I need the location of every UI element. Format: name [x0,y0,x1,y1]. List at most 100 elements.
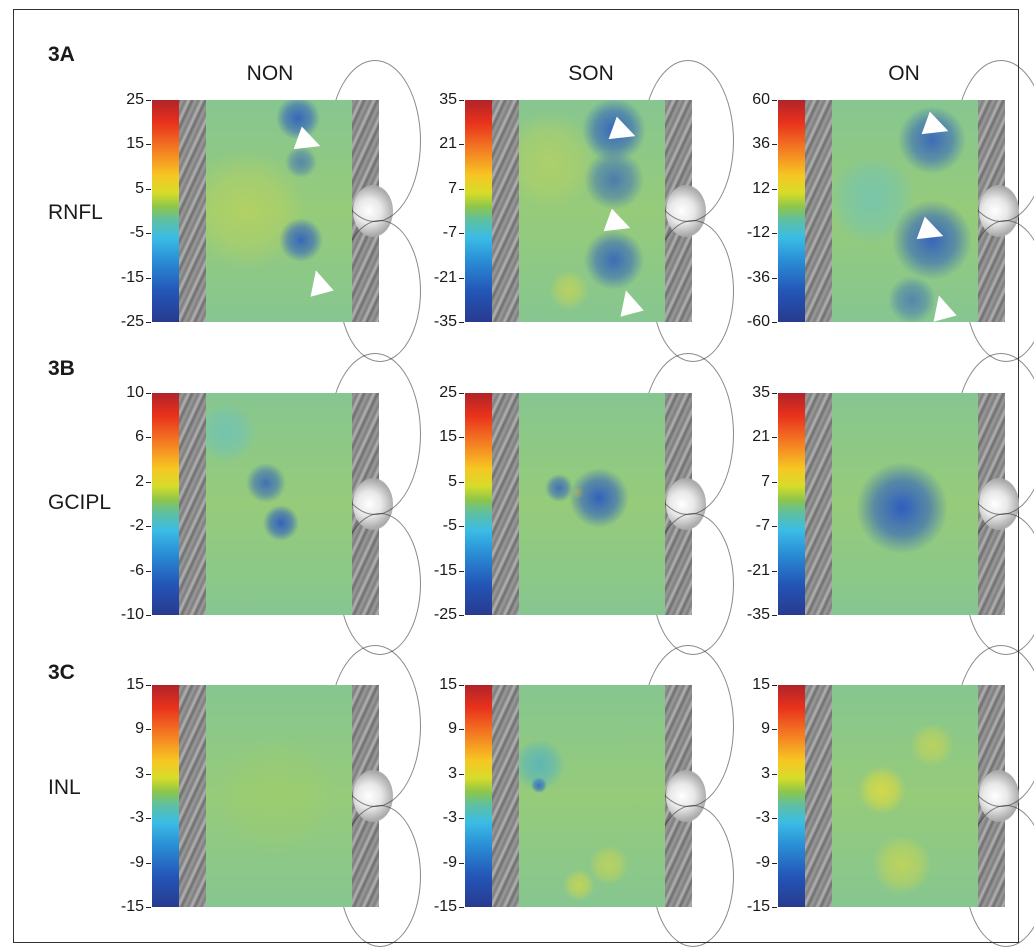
scale-tick-label: -5 [129,224,144,242]
scale-tick-mark [459,188,464,190]
scale-tick-label: 36 [752,135,770,153]
scale-tick-label: 5 [448,472,457,490]
scale-tick-mark [459,100,464,101]
scale-tick-label: 21 [752,428,770,446]
scale-tick-mark [146,188,151,190]
scale-tick-label: -15 [120,898,144,915]
fundus-image [179,645,421,947]
colorbar [465,393,492,615]
column-header-non: NON [246,62,294,85]
column-header-on: ON [888,62,920,85]
scale-tick-label: -7 [442,224,457,242]
scale-tick-label: 9 [448,720,457,738]
scale-tick-mark [146,277,151,279]
scale-tick-mark [459,862,464,864]
fundus-image [492,353,734,655]
colorbar [152,393,179,615]
fundus-image [179,353,421,655]
scale-tick-mark [772,907,777,908]
scale-tick-label: -15 [120,268,144,286]
scale-tick-mark [772,144,777,146]
scale-tick-mark [146,818,151,820]
scale-tick-label: -15 [433,561,457,579]
scale-tick-mark [459,526,464,528]
scale-tick-label: 35 [752,384,770,401]
fundus-image [492,60,734,362]
scale-tick-label: 12 [752,179,770,197]
scale-tick-mark [772,481,777,483]
scale-tick-label: -15 [433,898,457,915]
thickness-difference-map [206,685,352,907]
scale-tick-label: -3 [755,809,770,827]
scale-tick-mark [459,729,464,731]
scale-tick-mark [146,233,151,235]
scale-tick-mark [146,481,151,483]
scale-tick-label: -35 [433,313,457,330]
scale-tick-mark [146,862,151,864]
scale-tick-mark [772,233,777,235]
scale-tick-mark [146,729,151,731]
colorbar [152,100,179,322]
colorbar [465,685,492,907]
scale-tick-mark [459,233,464,235]
scale-tick-mark [772,773,777,775]
scale-tick-mark [772,277,777,279]
scale-tick-mark [459,615,464,616]
scale-tick-label: -12 [746,224,770,242]
scale-tick-label: -7 [755,517,770,535]
scale-tick-label: 6 [135,428,144,446]
thickness-difference-map [832,100,978,322]
scale-tick-mark [772,100,777,101]
section-label-3b: 3B [48,357,75,380]
scale-tick-mark [772,188,777,190]
scale-tick-label: -25 [120,313,144,330]
scale-tick-label: -3 [129,809,144,827]
scale-tick-label: 15 [439,676,457,693]
column-header-son: SON [568,62,614,85]
scale-tick-label: 15 [126,135,144,153]
scale-tick-mark [772,437,777,439]
scale-tick-label: -21 [746,561,770,579]
scale-tick-mark [772,685,777,686]
scale-tick-label: -9 [442,853,457,871]
thickness-difference-map [206,100,352,322]
scale-tick-mark [459,481,464,483]
row-label-gcipl: GCIPL [48,491,112,514]
fundus-image [805,353,1034,655]
scale-tick-label: -36 [746,268,770,286]
scale-tick-mark [146,100,151,101]
colorbar [465,100,492,322]
scale-tick-mark [459,393,464,394]
scale-tick-label: -35 [746,606,770,623]
scale-tick-label: 10 [126,384,144,401]
scale-tick-mark [459,277,464,279]
thickness-difference-map [519,393,665,615]
thickness-difference-map [206,393,352,615]
scale-tick-label: -6 [129,561,144,579]
scale-tick-mark [772,526,777,528]
scale-tick-label: 5 [135,179,144,197]
scale-tick-mark [459,685,464,686]
scale-tick-label: 25 [126,91,144,108]
fundus-image [179,60,421,362]
scale-tick-mark [146,393,151,394]
row-label-rnfl: RNFL [48,201,103,224]
scale-tick-label: -9 [755,853,770,871]
scale-tick-mark [459,570,464,572]
scale-tick-label: -60 [746,313,770,330]
scale-tick-mark [146,144,151,146]
scale-tick-mark [459,144,464,146]
colorbar [152,685,179,907]
scale-tick-label: -25 [433,606,457,623]
fundus-image [805,645,1034,947]
scale-tick-mark [772,322,777,323]
scale-tick-mark [146,685,151,686]
thickness-difference-map [519,685,665,907]
fundus-image [805,60,1034,362]
scale-tick-mark [772,818,777,820]
scale-tick-mark [146,615,151,616]
scale-tick-mark [146,570,151,572]
scale-tick-mark [459,437,464,439]
scale-tick-label: -2 [129,517,144,535]
scale-tick-label: -15 [746,898,770,915]
